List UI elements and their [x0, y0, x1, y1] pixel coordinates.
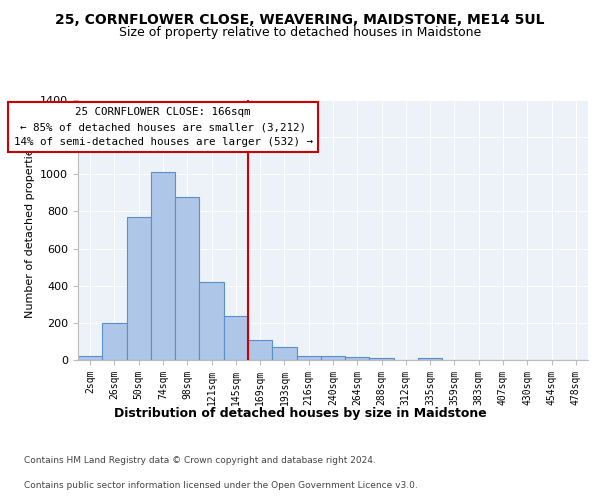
Bar — [199, 282, 224, 360]
Bar — [345, 356, 370, 360]
Bar — [248, 340, 272, 360]
Text: 25 CORNFLOWER CLOSE: 166sqm
← 85% of detached houses are smaller (3,212)
14% of : 25 CORNFLOWER CLOSE: 166sqm ← 85% of det… — [14, 108, 313, 147]
Text: Size of property relative to detached houses in Maidstone: Size of property relative to detached ho… — [119, 26, 481, 39]
Y-axis label: Number of detached properties: Number of detached properties — [25, 142, 35, 318]
Bar — [224, 316, 248, 360]
Bar — [78, 356, 102, 360]
Text: Contains public sector information licensed under the Open Government Licence v3: Contains public sector information licen… — [24, 481, 418, 490]
Bar — [102, 323, 127, 360]
Text: 25, CORNFLOWER CLOSE, WEAVERING, MAIDSTONE, ME14 5UL: 25, CORNFLOWER CLOSE, WEAVERING, MAIDSTO… — [55, 12, 545, 26]
Bar — [175, 196, 199, 360]
Bar — [370, 358, 394, 360]
Bar — [151, 172, 175, 360]
Bar — [296, 356, 321, 360]
Bar — [418, 358, 442, 360]
Text: Contains HM Land Registry data © Crown copyright and database right 2024.: Contains HM Land Registry data © Crown c… — [24, 456, 376, 465]
Bar — [321, 356, 345, 360]
Text: Distribution of detached houses by size in Maidstone: Distribution of detached houses by size … — [113, 408, 487, 420]
Bar — [272, 348, 296, 360]
Bar — [127, 217, 151, 360]
